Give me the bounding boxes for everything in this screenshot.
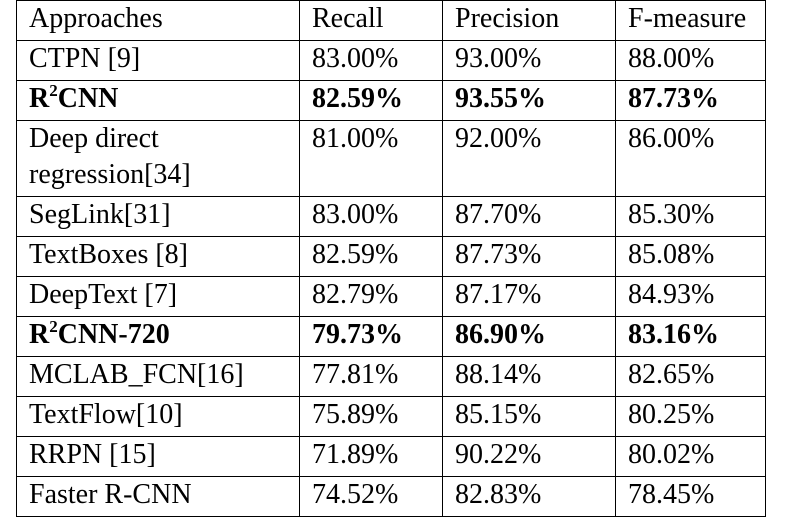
results-table-container: Approaches Recall Precision F-measure CT… [16, 0, 766, 517]
cell-recall: 83.00% [299, 196, 443, 237]
cell-f-measure: 84.93% [615, 276, 766, 317]
cell-recall: 75.89% [299, 396, 443, 437]
cell-precision: 93.55% [442, 80, 616, 121]
approach-superscript: 2 [49, 317, 58, 336]
cell-f-measure: 86.00% [615, 120, 766, 197]
table-row: SegLink[31] 83.00% 87.70% 85.30% [16, 196, 766, 237]
cell-precision: 93.00% [442, 40, 616, 81]
cell-recall: 82.59% [299, 236, 443, 277]
cell-recall: 71.89% [299, 436, 443, 477]
cell-recall: 74.52% [299, 476, 443, 517]
approach-prefix: R [29, 83, 50, 114]
cell-approach: CTPN [9] [16, 40, 300, 81]
cell-approach: Deep direct regression[34] [16, 120, 300, 197]
cell-precision: 90.22% [442, 436, 616, 477]
cell-f-measure: 85.08% [615, 236, 766, 277]
cell-approach: TextFlow[10] [16, 396, 300, 437]
cell-f-measure: 83.16% [615, 316, 766, 357]
cell-approach: TextBoxes [8] [16, 236, 300, 277]
cell-f-measure: 85.30% [615, 196, 766, 237]
cell-f-measure: 87.73% [615, 80, 766, 121]
approach-suffix: CNN [57, 83, 119, 114]
cell-approach: Faster R-CNN [16, 476, 300, 517]
cell-approach: R2CNN [16, 80, 300, 121]
cell-precision: 82.83% [442, 476, 616, 517]
cell-approach: MCLAB_FCN[16] [16, 356, 300, 397]
approach-superscript: 2 [49, 81, 58, 100]
cell-precision: 86.90% [442, 316, 616, 357]
cell-approach: DeepText [7] [16, 276, 300, 317]
header-f-measure: F-measure [615, 0, 766, 41]
table-row-highlight: R2CNN 82.59% 93.55% 87.73% [16, 80, 766, 121]
table-row: CTPN [9] 83.00% 93.00% 88.00% [16, 40, 766, 81]
cell-approach: R2CNN-720 [16, 316, 300, 357]
cell-f-measure: 88.00% [615, 40, 766, 81]
cell-f-measure: 82.65% [615, 356, 766, 397]
cell-f-measure: 78.45% [615, 476, 766, 517]
cell-precision: 85.15% [442, 396, 616, 437]
cell-recall: 82.59% [299, 80, 443, 121]
table-header-row: Approaches Recall Precision F-measure [16, 0, 766, 41]
cell-recall: 79.73% [299, 316, 443, 357]
header-approaches: Approaches [16, 0, 300, 41]
table-row: Deep direct regression[34] 81.00% 92.00% … [16, 120, 766, 197]
cell-precision: 87.73% [442, 236, 616, 277]
cell-f-measure: 80.25% [615, 396, 766, 437]
cell-f-measure: 80.02% [615, 436, 766, 477]
cell-precision: 87.17% [442, 276, 616, 317]
cell-approach: RRPN [15] [16, 436, 300, 477]
cell-precision: 88.14% [442, 356, 616, 397]
cell-approach: SegLink[31] [16, 196, 300, 237]
cell-precision: 92.00% [442, 120, 616, 197]
table-row: Faster R-CNN 74.52% 82.83% 78.45% [16, 476, 766, 517]
table-row: DeepText [7] 82.79% 87.17% 84.93% [16, 276, 766, 317]
table-row-highlight: R2CNN-720 79.73% 86.90% 83.16% [16, 316, 766, 357]
cell-recall: 83.00% [299, 40, 443, 81]
table-row: TextBoxes [8] 82.59% 87.73% 85.08% [16, 236, 766, 277]
approach-line-2: regression[34] [29, 159, 191, 190]
approach-suffix: CNN-720 [57, 319, 170, 350]
approach-prefix: R [29, 319, 50, 350]
cell-recall: 77.81% [299, 356, 443, 397]
results-table: Approaches Recall Precision F-measure CT… [16, 0, 766, 517]
cell-recall: 82.79% [299, 276, 443, 317]
table-row: MCLAB_FCN[16] 77.81% 88.14% 82.65% [16, 356, 766, 397]
approach-line-1: Deep direct [29, 123, 159, 154]
header-recall: Recall [299, 0, 443, 41]
table-row: TextFlow[10] 75.89% 85.15% 80.25% [16, 396, 766, 437]
header-precision: Precision [442, 0, 616, 41]
cell-precision: 87.70% [442, 196, 616, 237]
cell-recall: 81.00% [299, 120, 443, 197]
table-row: RRPN [15] 71.89% 90.22% 80.02% [16, 436, 766, 477]
